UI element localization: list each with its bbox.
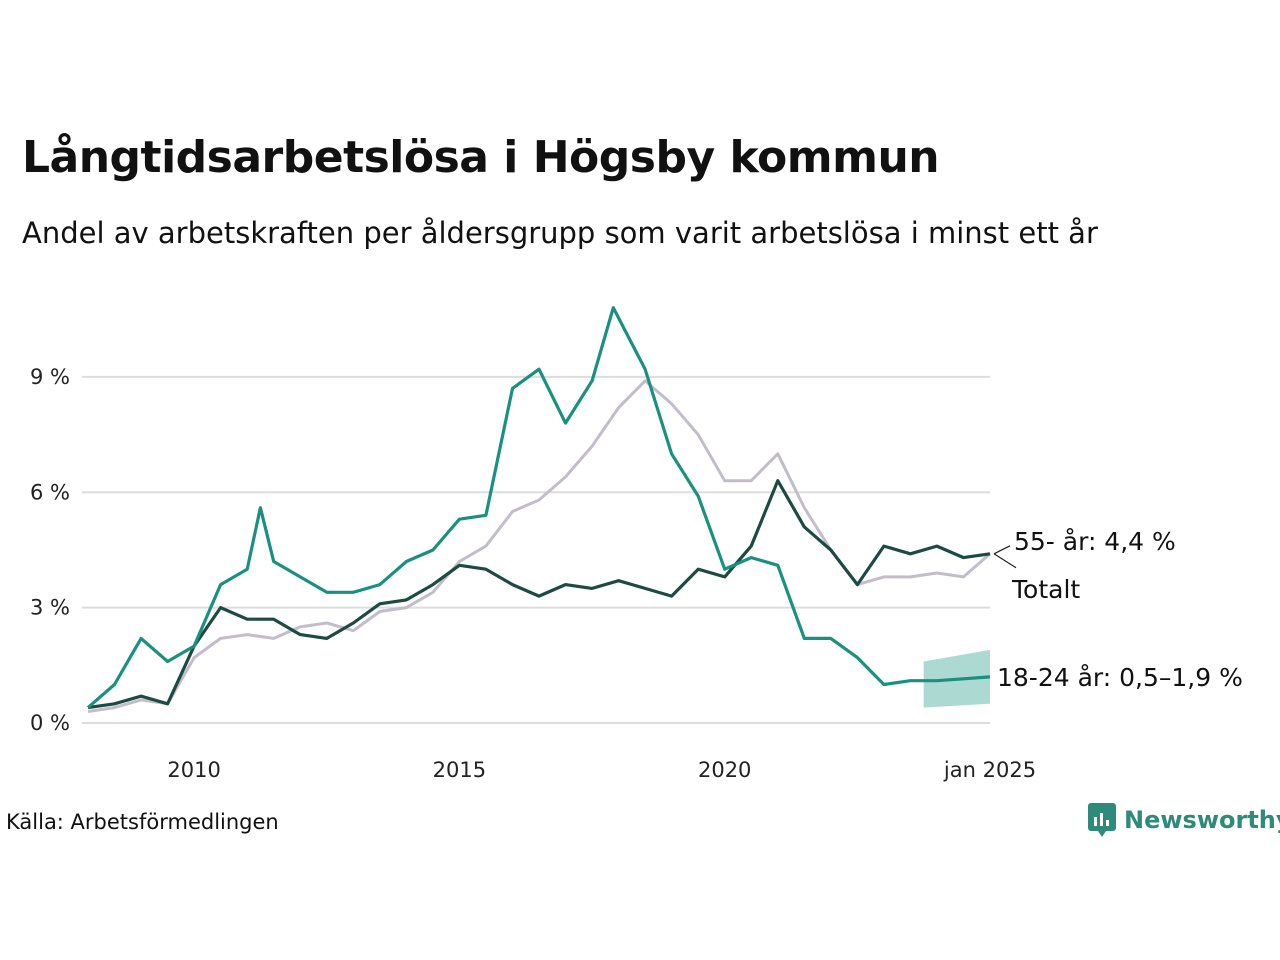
series-line-total bbox=[87, 479, 991, 710]
x-tick-label: jan 2025 bbox=[943, 758, 1036, 782]
line-chart: 0 % 3 % 6 % 9 % 2010 2015 2020 jan 2025 55- år: … bbox=[30, 306, 1243, 782]
x-tick-label: 2020 bbox=[698, 758, 751, 782]
brand-name: Newsworthy bbox=[1124, 806, 1280, 834]
newsworthy-logo-icon bbox=[1088, 803, 1116, 837]
chart-title: Långtidsarbetslösa i Högsby kommun bbox=[22, 132, 940, 183]
label-leader-total bbox=[993, 553, 1017, 569]
x-tick-label: 2010 bbox=[167, 758, 220, 782]
label-leader-55 bbox=[993, 545, 1011, 555]
source-note: Källa: Arbetsförmedlingen bbox=[6, 810, 279, 834]
brand-logo: Newsworthy bbox=[1088, 803, 1280, 837]
x-tick-label: 2015 bbox=[433, 758, 486, 782]
y-tick-label: 9 % bbox=[30, 365, 70, 389]
series-label-total: Totalt bbox=[1011, 575, 1080, 604]
series-line-age-55 bbox=[87, 379, 991, 713]
y-tick-label: 6 % bbox=[30, 480, 70, 504]
y-tick-label: 3 % bbox=[30, 596, 70, 620]
series-label-18-24: 18-24 år: 0,5–1,9 % bbox=[997, 663, 1243, 692]
series-line-age-18-24 bbox=[86, 306, 991, 709]
y-tick-label: 0 % bbox=[30, 711, 70, 735]
chart-subtitle: Andel av arbetskraften per åldersgrupp s… bbox=[22, 216, 1098, 250]
series-label-55: 55- år: 4,4 % bbox=[1014, 527, 1176, 556]
